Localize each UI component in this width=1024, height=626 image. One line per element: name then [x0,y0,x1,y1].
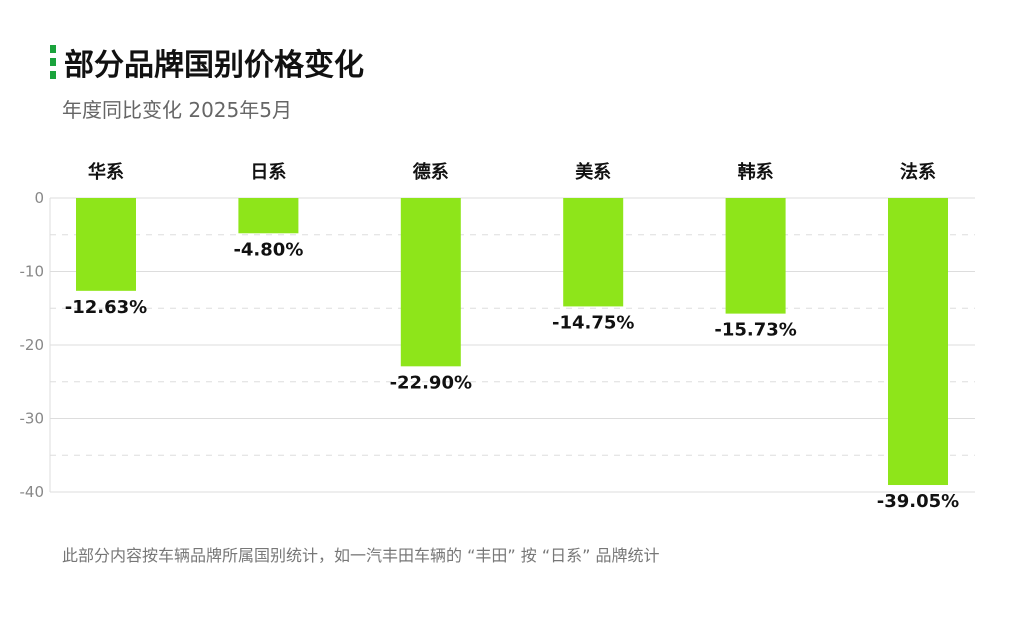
title-bar: 部分品牌国别价格变化 [50,42,364,83]
chart-footnote: 此部分内容按车辆品牌所属国别统计，如一汽丰田车辆的 “丰田” 按 “日系” 品牌… [62,546,660,565]
bar [76,198,136,291]
y-tick-label: -30 [20,410,45,428]
value-label: -14.75% [552,312,634,333]
category-label: 德系 [413,161,449,183]
value-label: -39.05% [877,491,959,512]
category-label: 法系 [900,161,936,183]
chart-subtitle: 年度同比变化 2025年5月 [62,98,292,122]
y-tick-label: -40 [20,483,45,501]
value-label: -22.90% [390,372,472,393]
bar [563,198,624,307]
value-label: -15.73% [714,320,796,341]
y-tick-label: 0 [34,189,44,207]
y-tick-label: -10 [20,263,45,281]
value-label: -4.80% [233,239,303,260]
category-label: 日系 [250,162,286,183]
category-label: 华系 [88,161,124,183]
title-accent-marker [50,45,56,79]
chart-title: 部分品牌国别价格变化 [64,48,364,83]
bar [725,198,786,314]
bar [400,198,461,367]
bar [888,198,948,486]
y-tick-label: -20 [20,336,45,354]
value-label: -12.63% [65,297,147,318]
bar [238,198,299,234]
category-label: 韩系 [738,161,774,183]
category-label: 美系 [575,161,611,183]
